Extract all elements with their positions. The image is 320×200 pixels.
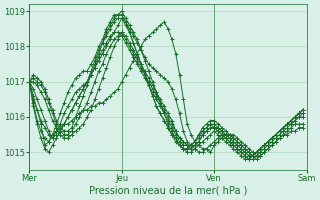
X-axis label: Pression niveau de la mer( hPa ): Pression niveau de la mer( hPa ) [89, 186, 247, 196]
